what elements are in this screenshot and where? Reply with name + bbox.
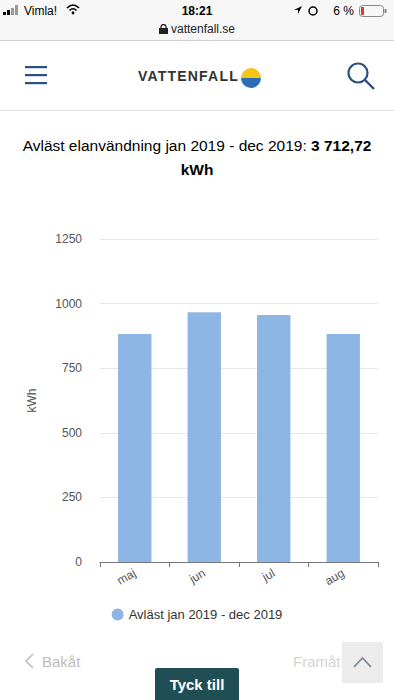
- svg-text:750: 750: [62, 361, 82, 375]
- html-text:Bakåt: Bakåt: [42, 653, 81, 670]
- html-text:VATTENFALL: VATTENFALL: [138, 68, 239, 84]
- html-text:6 %: 6 %: [333, 4, 354, 18]
- html-text:Framåt: Framåt: [293, 653, 341, 670]
- svg-text:1000: 1000: [55, 297, 82, 311]
- svg-text:kWh: kWh: [25, 389, 39, 413]
- svg-text:aug: aug: [322, 566, 346, 588]
- html-text:Vimla!: Vimla!: [24, 4, 58, 18]
- svg-text:0: 0: [75, 555, 82, 569]
- svg-text:jul: jul: [259, 566, 277, 585]
- html-text:Tyck till: Tyck till: [169, 676, 225, 693]
- svg-text:500: 500: [62, 426, 82, 440]
- svg-text:250: 250: [62, 490, 82, 504]
- html-text:vattenfall.se: vattenfall.se: [171, 22, 235, 36]
- svg-text:1250: 1250: [55, 232, 82, 246]
- svg-text:jun: jun: [186, 566, 208, 587]
- svg-text:Avläst jan 2019 - dec 2019: Avläst jan 2019 - dec 2019: [129, 607, 283, 622]
- html-text:Avläst elanvändning jan 2019 -: Avläst elanvändning jan 2019 - dec 2019:…: [22, 137, 372, 178]
- svg-text:maj: maj: [115, 566, 139, 588]
- html-text:18:21: 18:21: [181, 4, 213, 18]
